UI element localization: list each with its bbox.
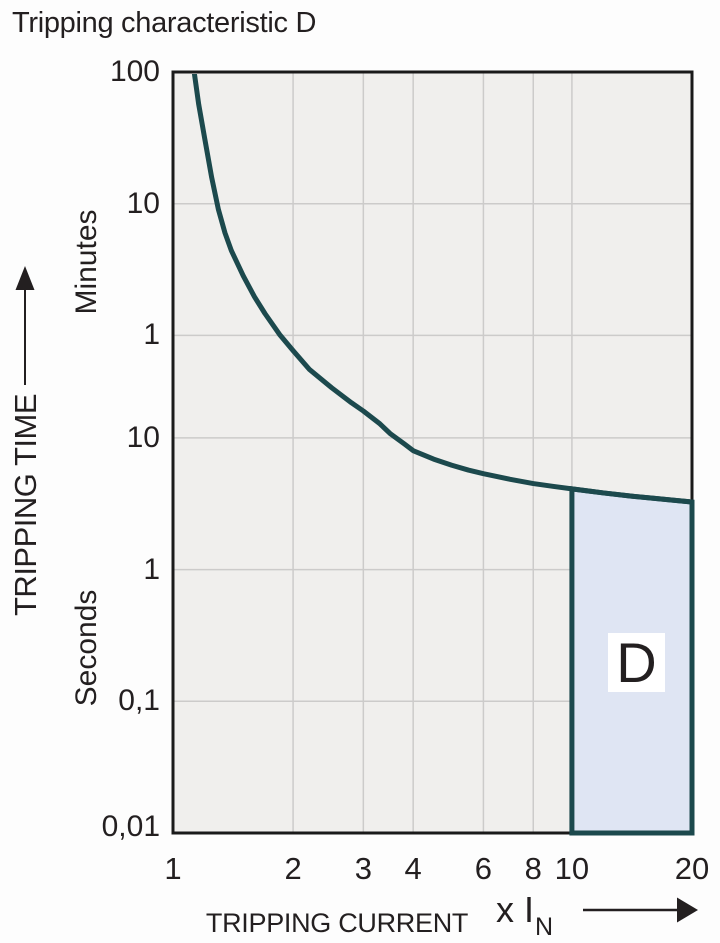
right-arrow-icon (677, 897, 698, 923)
region-d-label: D (616, 630, 657, 694)
x-tick-label: 4 (404, 851, 422, 886)
x-tick-label: 20 (674, 851, 710, 886)
x-axis-title: TRIPPING CURRENT (205, 908, 469, 938)
x-axis-unit-prefix: x I (496, 889, 535, 930)
plot-border (171, 70, 694, 835)
x-tick-label: 8 (524, 851, 542, 886)
y-tick-label: 1 (143, 552, 160, 586)
x-tick-label: 6 (474, 851, 493, 886)
x-tick-label: 10 (554, 851, 590, 886)
y-tick-label: 0,1 (118, 684, 160, 718)
region-d-label-box: D (608, 633, 665, 692)
x-tick-label: 1 (164, 851, 182, 886)
x-axis-unit: x IN (496, 889, 553, 940)
y-axis-title: TRIPPING TIME (8, 393, 43, 616)
up-arrow-icon (15, 266, 35, 290)
y-tick-label: 0,01 (101, 810, 160, 843)
y-tick-label: 10 (126, 186, 160, 220)
x-tick-label: 3 (354, 851, 372, 886)
y-tick-label: 100 (109, 55, 160, 88)
x-axis-unit-subscript: N (535, 913, 554, 942)
chart-title: Tripping characteristic D (12, 7, 317, 39)
y-tick-label: 10 (126, 420, 160, 454)
x-tick-label: 2 (284, 851, 302, 886)
tripping-curve (191, 74, 690, 505)
y-tick-label: 1 (143, 318, 160, 352)
